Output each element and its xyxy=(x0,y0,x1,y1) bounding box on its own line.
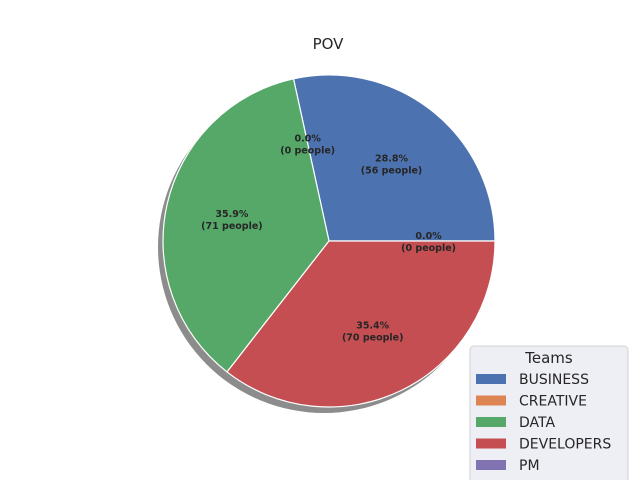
slice-percent-business: 28.8% xyxy=(375,153,408,164)
slice-count-business: (56 people) xyxy=(361,165,422,176)
legend-label-business: BUSINESS xyxy=(519,372,589,388)
legend-title: Teams xyxy=(524,349,573,367)
pie-slice-data xyxy=(162,78,330,373)
legend-swatch-business xyxy=(476,374,506,384)
legend-label-developers: DEVELOPERS xyxy=(519,437,611,453)
legend-label-creative: CREATIVE xyxy=(519,394,587,410)
slice-label-business: 28.8% (56 people) xyxy=(361,153,422,176)
legend-swatch-data xyxy=(476,417,506,427)
legend: Teams BUSINESS CREATIVE DATA DEVELOPERS PM xyxy=(469,345,629,480)
legend-label-data: DATA xyxy=(519,415,555,431)
slice-label-data: 35.9% (71 people) xyxy=(201,209,262,232)
legend-swatch-pm xyxy=(476,460,506,470)
slice-percent-developers: 35.4% xyxy=(356,321,389,332)
slice-count-creative: (0 people) xyxy=(280,146,335,157)
slice-label-developers: 35.4% (70 people) xyxy=(342,321,403,344)
slice-label-pm: 0.0% (0 people) xyxy=(401,231,456,254)
pie-slice-developers xyxy=(226,240,496,408)
slice-count-developers: (70 people) xyxy=(342,333,403,344)
slice-percent-data: 35.9% xyxy=(215,209,248,220)
legend-swatch-creative xyxy=(476,395,506,406)
slice-count-pm: (0 people) xyxy=(401,243,456,254)
legend-box xyxy=(469,345,629,480)
legend-swatch-developers xyxy=(476,438,506,449)
slice-label-creative: 0.0% (0 people) xyxy=(280,134,335,157)
chart-title: POV xyxy=(313,35,345,53)
slice-count-data: (71 people) xyxy=(201,221,262,232)
pie-slice-business xyxy=(292,74,496,242)
slice-percent-creative: 0.0% xyxy=(295,134,322,145)
legend-label-pm: PM xyxy=(519,458,540,474)
pie-slices xyxy=(162,74,496,408)
slice-percent-pm: 0.0% xyxy=(415,231,442,242)
legend-items: BUSINESS CREATIVE DATA DEVELOPERS PM xyxy=(476,372,611,474)
pie-labels: 28.8% (56 people)0.0% (0 people)35.9% (71 p… xyxy=(201,134,456,344)
